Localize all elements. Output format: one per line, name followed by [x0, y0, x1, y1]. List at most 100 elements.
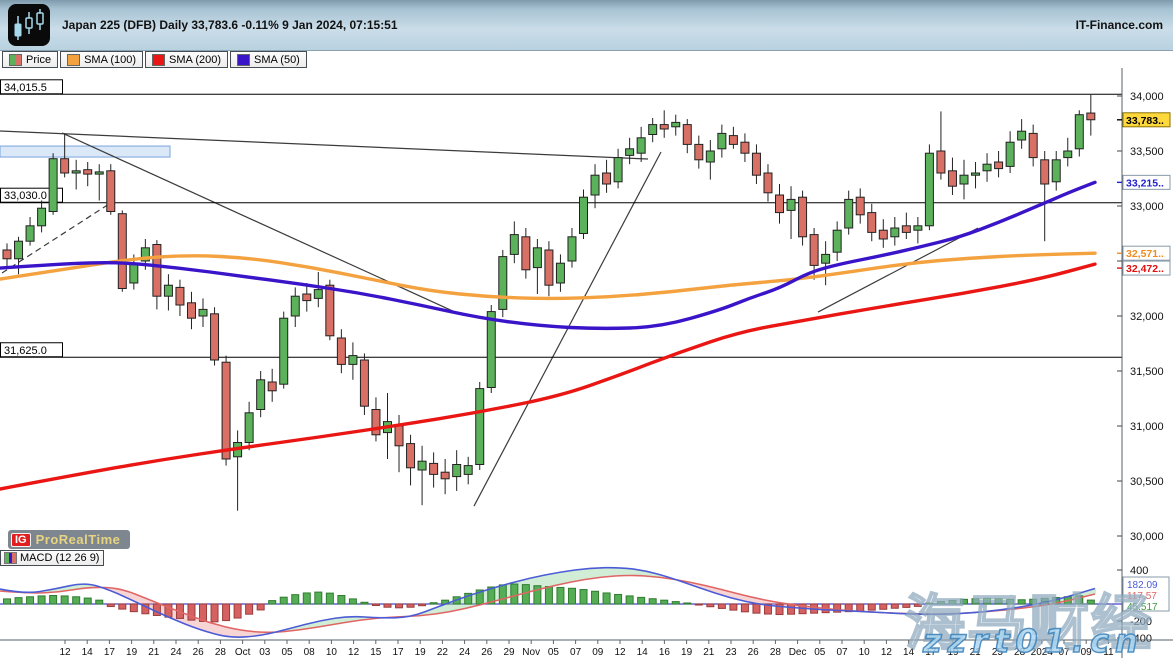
sma50-line[interactable]	[0, 180, 1097, 331]
legend-tab-sma-100[interactable]: SMA (100)	[60, 51, 144, 68]
prorealtime-logo[interactable]: IG ProRealTime	[8, 530, 131, 549]
candle	[844, 190, 854, 235]
candle	[336, 329, 346, 374]
macd-bar	[325, 592, 334, 605]
candle	[648, 118, 658, 143]
series-legend: Price SMA (100) SMA (200) SMA (50)	[2, 51, 307, 68]
candle	[313, 272, 323, 308]
legend-tab-price[interactable]: Price	[2, 51, 59, 68]
macd-bar	[856, 603, 865, 612]
x-tick-label: 29	[503, 647, 515, 658]
candle	[1086, 94, 1096, 136]
macd-value-label: 45.517	[1127, 602, 1158, 613]
macd-bar	[694, 603, 703, 606]
macd-bar	[706, 603, 715, 608]
y-tick-label: 31,500	[1130, 366, 1164, 378]
macd-bar	[913, 603, 922, 607]
x-tick-label: 12	[59, 647, 71, 658]
candle	[671, 114, 681, 136]
axis-value-label: 32,571..	[1126, 248, 1164, 260]
macd-bar	[371, 603, 380, 607]
candle	[936, 111, 946, 180]
trendline[interactable]	[0, 130, 649, 160]
candle	[659, 110, 669, 138]
macd-bar	[26, 596, 35, 605]
candle	[37, 200, 47, 233]
macd-bar	[210, 603, 219, 623]
macd-bar	[337, 595, 346, 605]
candle	[440, 459, 450, 495]
macd-bar	[729, 603, 738, 611]
macd-bar	[614, 593, 623, 605]
candle	[221, 355, 231, 466]
sma200-line[interactable]	[0, 262, 1097, 491]
level-label-box	[0, 187, 63, 203]
macd-bar	[994, 598, 1003, 605]
candle	[555, 254, 565, 292]
macd-bar	[118, 603, 127, 610]
macd-bar	[498, 584, 507, 605]
candle	[947, 157, 957, 195]
candle	[290, 287, 300, 327]
macd-bar	[429, 602, 438, 605]
macd-bar	[683, 602, 692, 605]
title-bar: Japan 225 (DFB) Daily 33,783.6 -0.11% 9 …	[0, 0, 1173, 51]
candle	[636, 126, 646, 162]
x-tick-label: 09	[592, 647, 604, 658]
indicator-tab-macd[interactable]: MACD (12 26 9)	[0, 550, 105, 566]
candle	[279, 311, 289, 389]
candle	[302, 283, 312, 312]
x-tick-label: 14	[903, 647, 915, 658]
macd-bar	[291, 594, 300, 605]
x-tick-label: 28	[770, 647, 782, 658]
x-tick-label: 07	[836, 647, 848, 658]
x-tick-label: 28	[215, 647, 227, 658]
candle	[625, 137, 635, 165]
instrument-title: Japan 225 (DFB) Daily 33,783.6 -0.11% 9 …	[62, 18, 398, 32]
candle	[267, 368, 277, 402]
macd-bar	[187, 603, 196, 621]
candle	[463, 456, 473, 485]
candle	[117, 210, 127, 292]
macd-bar	[775, 603, 784, 616]
candle	[694, 135, 704, 169]
candle	[48, 153, 58, 215]
candle	[452, 450, 462, 491]
macd-tick-label: 400	[1130, 565, 1148, 577]
level-label: 33,030.0	[4, 190, 47, 202]
legend-tab-label: Price	[26, 53, 52, 66]
legend-tab-sma-200[interactable]: SMA (200)	[145, 51, 228, 68]
macd-bar	[533, 585, 542, 605]
macd-icon	[4, 552, 17, 564]
y-tick-label: 30,000	[1130, 531, 1164, 543]
macd-bar	[222, 603, 231, 622]
x-tick-label: 07	[1058, 647, 1070, 658]
candle	[740, 133, 750, 162]
level-label: 34,015.5	[4, 82, 47, 94]
trendline[interactable]	[817, 227, 979, 313]
y-tick-label: 34,000	[1130, 91, 1164, 103]
candle	[1028, 124, 1038, 167]
macd-bar	[521, 584, 530, 605]
sma100-line[interactable]	[0, 251, 1097, 301]
candle	[186, 291, 196, 330]
x-tick-label: 09	[1081, 647, 1093, 658]
legend-tab-sma-50[interactable]: SMA (50)	[230, 51, 307, 68]
dashed-trendline[interactable]	[1, 203, 110, 274]
x-tick-label: 26	[481, 647, 493, 658]
x-tick-label: 17	[104, 647, 116, 658]
macd-bar	[671, 601, 680, 605]
macd-bar	[936, 601, 945, 605]
candle	[25, 217, 35, 246]
macd-tick-label: -400	[1130, 633, 1152, 645]
macd-bar	[279, 596, 288, 605]
axis-value-box	[1122, 174, 1171, 190]
axis-value-label: 33,783..	[1126, 115, 1164, 127]
candle	[763, 164, 773, 202]
x-tick-label: 26	[748, 647, 760, 658]
candle	[775, 184, 785, 224]
x-tick-label: 08	[304, 647, 316, 658]
macd-bar	[60, 595, 69, 605]
macd-value-label: 182.09	[1127, 580, 1158, 591]
